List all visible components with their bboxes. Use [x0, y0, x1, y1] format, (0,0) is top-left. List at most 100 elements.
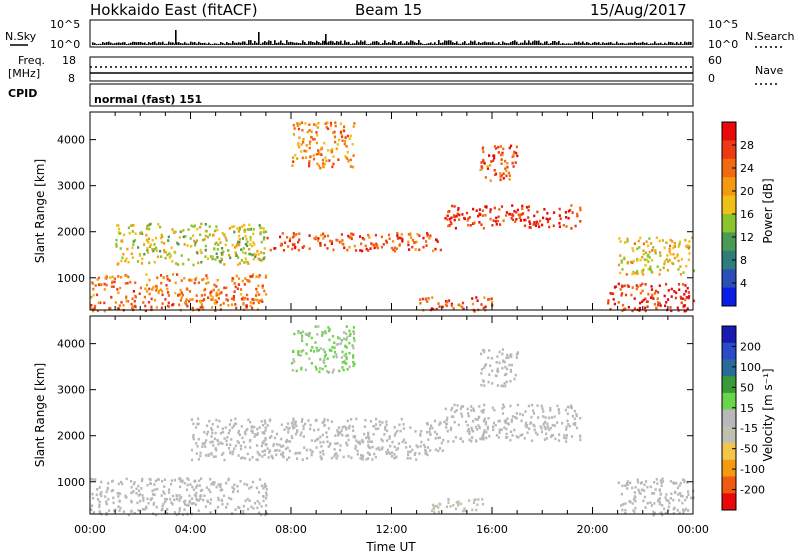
- data-cell: [100, 491, 103, 494]
- data-cell: [322, 162, 325, 165]
- data-cell: [361, 438, 364, 442]
- data-cell: [308, 123, 311, 126]
- data-cell: [434, 437, 437, 440]
- data-cell: [270, 454, 273, 458]
- nsky-bar: [690, 42, 692, 45]
- data-cell: [234, 251, 237, 255]
- data-cell: [161, 290, 164, 293]
- data-cell: [364, 418, 367, 422]
- data-cell: [263, 236, 266, 239]
- data-cell: [367, 233, 370, 237]
- data-cell: [430, 424, 433, 427]
- data-cell: [532, 409, 535, 413]
- nsky-bar: [640, 42, 642, 45]
- data-cell: [388, 437, 391, 440]
- data-cell: [96, 309, 99, 312]
- nsky-bar: [610, 42, 612, 45]
- data-cell: [402, 427, 405, 430]
- data-cell: [92, 293, 95, 297]
- nsky-bar: [418, 40, 420, 45]
- data-cell: [235, 244, 238, 248]
- data-cell: [133, 511, 136, 515]
- data-cell: [121, 482, 124, 486]
- data-cell: [360, 454, 363, 457]
- nsky-bar: [268, 40, 270, 45]
- data-cell: [506, 165, 509, 169]
- data-cell: [252, 241, 255, 244]
- data-cell: [520, 419, 523, 423]
- data-cell: [263, 256, 266, 259]
- data-cell: [211, 440, 214, 444]
- data-cell: [568, 424, 571, 428]
- data-cell: [645, 240, 648, 243]
- data-cell: [323, 243, 327, 247]
- data-cell: [148, 292, 151, 296]
- data-cell: [483, 417, 486, 421]
- data-cell: [643, 495, 647, 499]
- data-cell: [576, 214, 579, 218]
- data-cell: [209, 477, 212, 481]
- data-cell: [317, 152, 320, 156]
- data-cell: [134, 281, 137, 284]
- data-cell: [407, 233, 410, 236]
- nsky-bar: [396, 43, 398, 45]
- colorbar-segment: [722, 459, 736, 477]
- data-cell: [652, 510, 655, 514]
- data-cell: [199, 489, 203, 492]
- data-cell: [328, 349, 332, 352]
- data-cell: [202, 277, 205, 281]
- data-cell: [105, 502, 108, 506]
- data-cell: [263, 482, 267, 486]
- data-cell: [673, 242, 676, 245]
- data-cell: [486, 167, 490, 170]
- data-cell: [297, 127, 301, 131]
- nsky-bar: [444, 40, 446, 45]
- data-cell: [504, 419, 507, 422]
- data-cell: [506, 422, 509, 425]
- data-cell: [484, 420, 488, 424]
- data-cell: [115, 245, 118, 248]
- data-region-7: [607, 282, 696, 313]
- data-cell: [468, 499, 471, 502]
- data-cell: [396, 232, 399, 235]
- data-cell: [653, 292, 657, 295]
- data-cell: [345, 356, 348, 359]
- data-cell: [159, 225, 162, 229]
- data-cell: [360, 242, 363, 246]
- data-cell: [473, 310, 476, 313]
- data-cell: [524, 410, 527, 413]
- data-cell: [297, 350, 300, 353]
- data-cell: [499, 178, 502, 182]
- data-cell: [200, 222, 203, 226]
- data-cell: [316, 126, 319, 129]
- data-cell: [481, 435, 484, 439]
- data-cell: [291, 424, 294, 427]
- data-cell: [431, 503, 435, 507]
- data-cell: [450, 216, 453, 220]
- data-cell: [367, 249, 370, 252]
- data-cell: [457, 502, 460, 506]
- data-cell: [122, 233, 126, 237]
- colorbar-segment: [722, 326, 736, 344]
- data-cell: [185, 488, 189, 492]
- data-cell: [130, 486, 133, 489]
- data-cell: [294, 422, 297, 426]
- data-cell: [244, 235, 247, 238]
- data-cell: [292, 133, 296, 136]
- data-cell: [137, 509, 140, 512]
- nsky-bar: [242, 41, 244, 45]
- data-cell: [224, 426, 227, 429]
- data-cell: [515, 356, 518, 359]
- data-cell: [498, 428, 501, 431]
- nsky-bar: [180, 43, 182, 45]
- data-cell: [658, 502, 661, 506]
- data-cell: [482, 306, 485, 310]
- freq-tick-top: 18: [62, 54, 76, 67]
- data-cell: [260, 251, 263, 254]
- data-cell: [213, 437, 217, 441]
- data-cell: [252, 301, 255, 305]
- data-cell: [505, 169, 508, 173]
- data-cell: [349, 158, 352, 162]
- data-cell: [684, 298, 687, 302]
